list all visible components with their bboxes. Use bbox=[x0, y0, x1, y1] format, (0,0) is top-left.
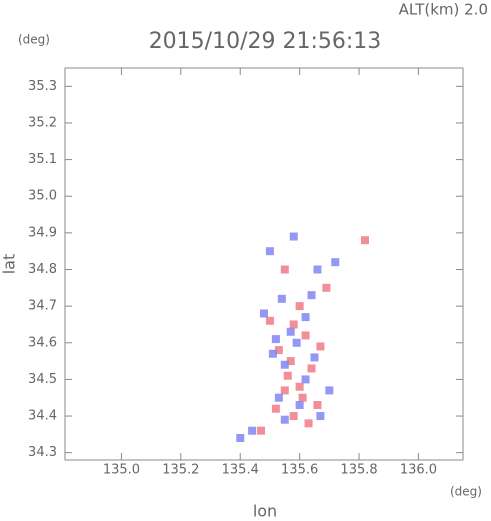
echo-pixel bbox=[248, 426, 257, 435]
y-tick-label: 35.1 bbox=[28, 152, 57, 167]
echo-pixel bbox=[286, 357, 295, 366]
echo-pixel bbox=[304, 419, 313, 428]
echo-pixel bbox=[286, 327, 295, 336]
echo-pixel bbox=[280, 265, 289, 274]
y-tick-label: 34.6 bbox=[28, 335, 57, 350]
y-unit: (deg) bbox=[18, 33, 50, 47]
y-tick-label: 34.3 bbox=[28, 445, 57, 460]
echo-pixel bbox=[313, 265, 322, 274]
echo-pixel bbox=[301, 375, 310, 384]
echo-pixel bbox=[313, 401, 322, 410]
echo-pixel bbox=[295, 382, 304, 391]
echo-pixel bbox=[280, 360, 289, 369]
echo-pixel bbox=[268, 349, 277, 358]
echo-pixel bbox=[316, 412, 325, 421]
echo-pixel bbox=[360, 236, 369, 245]
echo-pixel bbox=[307, 291, 316, 300]
echo-pixel bbox=[280, 415, 289, 424]
echo-pixel bbox=[292, 338, 301, 347]
echo-pixel bbox=[271, 404, 280, 413]
y-tick-label: 35.2 bbox=[28, 115, 57, 130]
y-tick-label: 34.9 bbox=[28, 225, 57, 240]
echo-pixel bbox=[260, 309, 268, 318]
altitude-label: ALT(km) 2.0 bbox=[399, 1, 488, 19]
echo-pixel bbox=[271, 335, 280, 344]
x-tick-label: 135.8 bbox=[340, 463, 377, 478]
echo-pixel bbox=[310, 353, 319, 362]
echo-pixel bbox=[307, 364, 316, 373]
y-tick-label: 34.4 bbox=[28, 409, 57, 424]
echo-pixel bbox=[295, 401, 304, 410]
y-tick-label: 34.8 bbox=[28, 262, 57, 277]
echo-pixel bbox=[322, 283, 331, 292]
echo-pixel bbox=[277, 294, 286, 303]
y-tick-label: 34.7 bbox=[28, 299, 57, 314]
y-tick-label: 35.3 bbox=[28, 79, 57, 94]
echo-pixel bbox=[325, 386, 334, 395]
y-tick-label: 35.0 bbox=[28, 189, 57, 204]
x-unit: (deg) bbox=[450, 485, 482, 499]
x-tick-label: 135.0 bbox=[103, 463, 140, 478]
echo-pixel bbox=[274, 346, 283, 355]
echo-pixel bbox=[301, 331, 310, 340]
echo-pixel bbox=[283, 371, 292, 380]
y-tick-label: 34.5 bbox=[28, 372, 57, 387]
echo-pixel bbox=[257, 426, 266, 435]
echo-pixel bbox=[295, 302, 304, 311]
echo-pixel bbox=[316, 342, 325, 351]
echo-pixel bbox=[289, 412, 298, 421]
x-tick-label: 136.0 bbox=[400, 463, 437, 478]
echo-pixel bbox=[236, 434, 245, 443]
echo-pixel bbox=[289, 232, 298, 241]
echo-pixel bbox=[265, 247, 274, 256]
echo-pixel bbox=[301, 313, 310, 322]
chart-title: 2015/10/29 21:56:13 bbox=[149, 29, 382, 54]
echo-pixel bbox=[331, 258, 340, 267]
plot-frame bbox=[64, 67, 464, 461]
echo-pixel bbox=[274, 393, 283, 402]
echo-pixel bbox=[298, 393, 307, 402]
echo-pixel bbox=[280, 386, 289, 395]
x-axis-label: lon bbox=[253, 502, 277, 521]
echo-pixel bbox=[265, 316, 274, 325]
x-tick-label: 135.6 bbox=[281, 463, 318, 478]
x-tick-label: 135.4 bbox=[222, 463, 259, 478]
y-axis-label: lat bbox=[0, 254, 19, 275]
echo-pixel bbox=[289, 320, 298, 329]
x-tick-label: 135.2 bbox=[162, 463, 199, 478]
